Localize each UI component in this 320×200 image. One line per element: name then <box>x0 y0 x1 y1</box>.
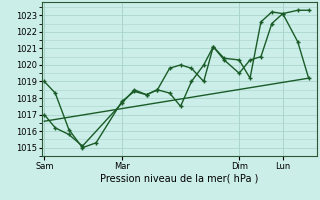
X-axis label: Pression niveau de la mer( hPa ): Pression niveau de la mer( hPa ) <box>100 173 258 183</box>
